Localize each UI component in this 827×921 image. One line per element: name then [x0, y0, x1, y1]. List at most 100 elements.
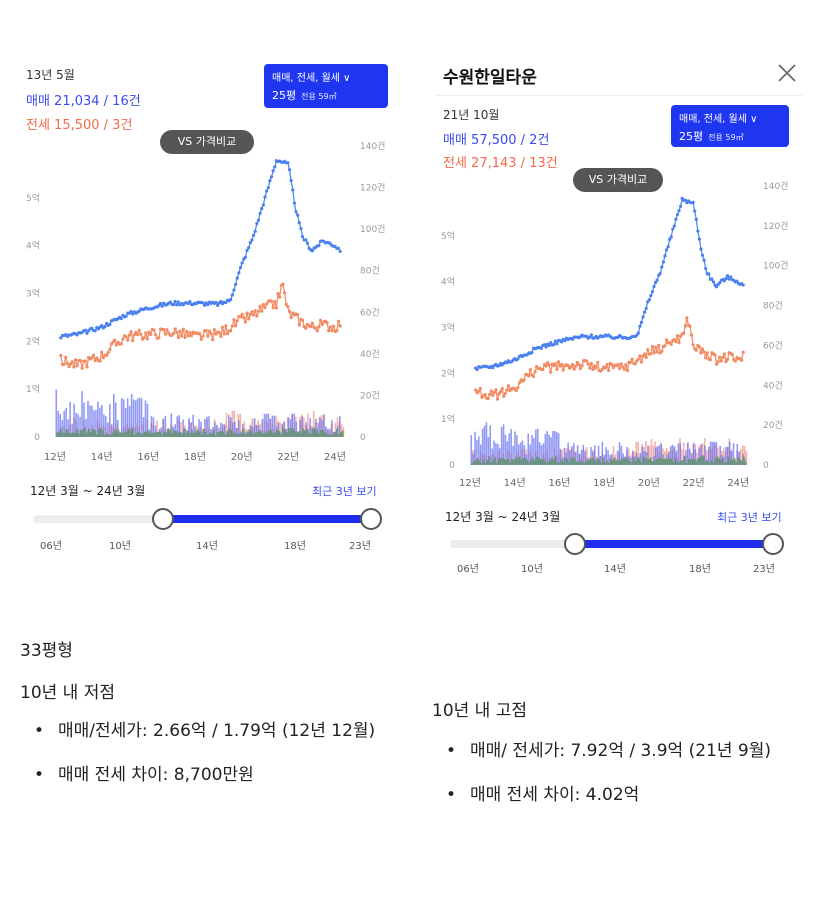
series-point: [245, 311, 249, 315]
series-point: [547, 343, 551, 348]
volume-bar-sale: [142, 417, 145, 437]
series-point: [292, 201, 296, 205]
series-point: [716, 360, 720, 364]
volume-bar-sale: [548, 434, 550, 465]
volume-bar-monthly: [129, 430, 132, 437]
volume-bar-sale: [327, 429, 329, 437]
volume-bar-monthly: [725, 461, 728, 465]
volume-bar-monthly: [222, 431, 225, 437]
volume-bar-rent: [586, 447, 588, 465]
volume-bar-sale: [111, 424, 113, 437]
series-point: [719, 359, 723, 363]
volume-bar-monthly: [272, 432, 275, 437]
series-point: [173, 327, 177, 331]
volume-bar-monthly: [592, 458, 595, 465]
series-point: [243, 255, 247, 259]
volume-bar-sale: [224, 424, 226, 437]
x-tick-label: 14년: [504, 477, 526, 489]
volume-bar-sale: [529, 444, 531, 465]
series-point: [132, 333, 136, 337]
volume-bar-sale: [498, 447, 501, 465]
series-point: [310, 321, 314, 325]
recent-3-years-link[interactable]: 최근 3년 보기: [312, 485, 377, 498]
series-point: [725, 274, 730, 278]
slider-tick: 06년: [40, 541, 62, 552]
volume-bar-monthly: [187, 431, 189, 437]
volume-bar-monthly: [581, 461, 584, 465]
volume-bar-sale: [160, 427, 163, 437]
high-heading: 10년 내 고점: [432, 701, 527, 721]
series-point: [669, 342, 673, 346]
series-point: [478, 386, 482, 391]
volume-bar-sale: [744, 458, 746, 465]
volume-bar-sale: [550, 437, 552, 465]
series-point: [202, 303, 207, 307]
series-point: [541, 367, 545, 372]
volume-bar-monthly: [68, 432, 70, 437]
volume-bar-sale: [504, 434, 507, 465]
volume-bar-monthly: [155, 431, 158, 437]
volume-bar-sale: [140, 398, 143, 437]
close-icon[interactable]: [777, 63, 797, 83]
volume-bar-sale: [79, 416, 81, 437]
volume-bar-monthly: [509, 462, 511, 465]
volume-bar-monthly: [298, 431, 300, 437]
series-point: [297, 323, 301, 327]
series-point: [715, 285, 719, 289]
volume-bar-sale: [235, 428, 238, 437]
trade-type-filter-button[interactable]: 매매, 전세, 월세 ∨ 25평 전용 59㎡: [671, 105, 789, 147]
period-slider-start-handle[interactable]: [152, 508, 174, 530]
volume-bar-monthly: [476, 457, 479, 465]
series-point: [549, 341, 553, 345]
period-slider-start-handle[interactable]: [564, 533, 586, 555]
series-point: [514, 388, 518, 393]
volume-bar-monthly: [327, 434, 330, 437]
trade-type-filter-button[interactable]: 매매, 전세, 월세 ∨ 25평 전용 59㎡: [264, 64, 388, 108]
series-point: [232, 288, 236, 292]
series-point: [531, 374, 536, 379]
volume-bar-monthly: [240, 433, 243, 437]
period-slider-end-handle[interactable]: [762, 533, 784, 555]
series-point: [260, 309, 264, 313]
period-slider-end-handle[interactable]: [360, 508, 382, 530]
volume-bar-sale: [535, 429, 537, 465]
volume-bar-monthly: [526, 459, 528, 465]
volume-bar-monthly: [195, 431, 197, 437]
volume-bar-sale: [126, 398, 129, 437]
volume-bar-monthly: [109, 434, 112, 437]
series-point: [207, 329, 212, 333]
price-chart-right: 0 1억 2억 3억 4억 5억 0 20건 40건 60건 80건 100건 120건 140건 12년 1…: [441, 181, 788, 489]
series-point: [704, 356, 708, 360]
series-point: [700, 253, 705, 257]
range-label: 12년 3월 ~ 24년 3월: [30, 484, 146, 498]
period-slider-range: [575, 540, 773, 548]
volume-bar-monthly: [300, 433, 302, 437]
series-point: [98, 359, 102, 363]
volume-bar-rent: [652, 445, 655, 465]
volume-bar-monthly: [157, 431, 160, 437]
series-point: [153, 333, 158, 337]
series-point: [189, 334, 194, 338]
series-point: [718, 281, 722, 285]
volume-bar-monthly: [276, 429, 279, 437]
volume-bar-monthly: [573, 457, 576, 465]
volume-bar-monthly: [530, 459, 532, 465]
series-point: [225, 332, 230, 336]
y2-tick-label: 20건: [763, 420, 783, 431]
volume-bar-sale: [573, 443, 575, 465]
volume-bar-sale: [626, 446, 628, 465]
volume-bar-monthly: [676, 460, 679, 465]
volume-bar-sale: [639, 452, 642, 465]
series-point: [489, 389, 493, 393]
volume-bar-sale: [184, 428, 186, 437]
volume-bar-monthly: [741, 461, 743, 465]
vs-compare-button[interactable]: VS 가격비교: [573, 168, 663, 192]
vs-compare-button[interactable]: VS 가격비교: [160, 130, 254, 154]
series-point: [271, 306, 275, 310]
volume-bar-monthly: [88, 428, 90, 437]
recent-3-years-link[interactable]: 최근 3년 보기: [717, 511, 782, 524]
volume-bar-monthly: [722, 459, 724, 465]
volume-bar-monthly: [708, 462, 711, 465]
volume-bar-sale: [144, 400, 147, 437]
y2-tick-label: 100건: [360, 224, 385, 235]
